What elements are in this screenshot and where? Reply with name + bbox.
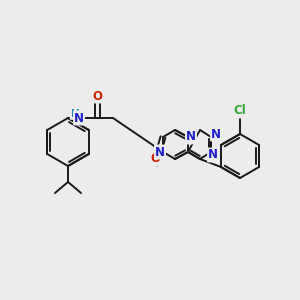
Text: N: N [208,148,218,161]
Text: N: N [186,130,196,143]
Text: N: N [211,128,221,140]
Text: O: O [150,152,160,166]
Text: N: N [74,112,84,124]
Text: H: H [70,109,80,119]
Text: Cl: Cl [234,104,246,118]
Text: O: O [92,89,102,103]
Text: N: N [155,146,165,158]
